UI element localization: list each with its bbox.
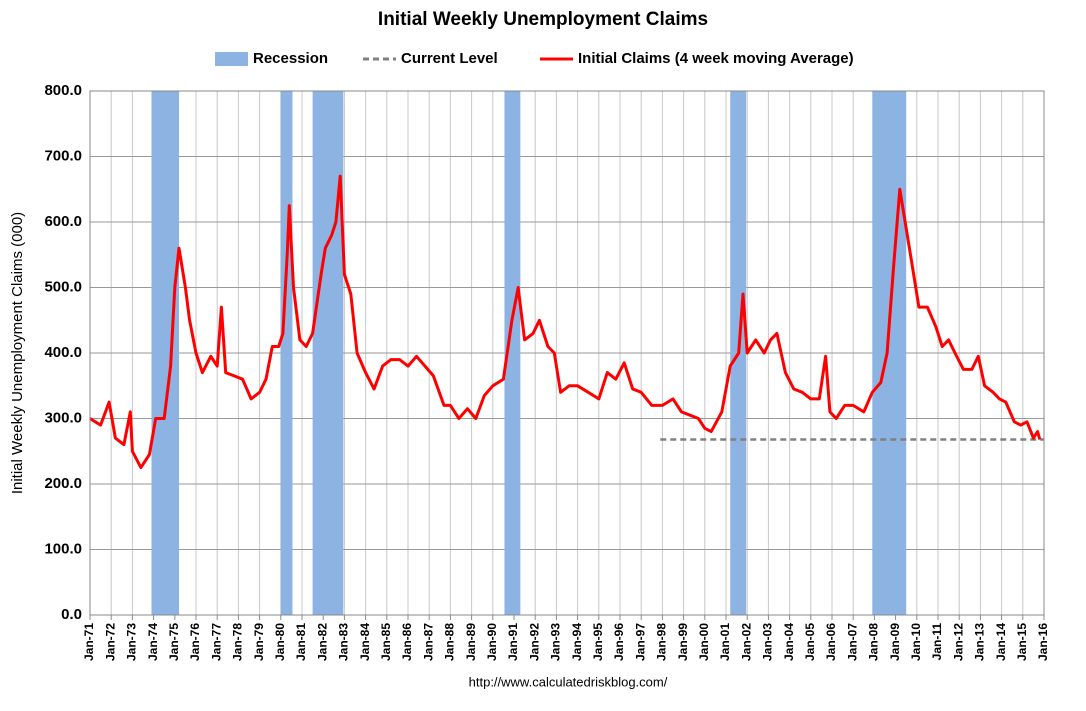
x-tick-label: Jan-92	[527, 623, 541, 661]
legend-label: Recession	[253, 50, 328, 67]
x-tick-label: Jan-79	[252, 623, 266, 661]
x-tick-label: Jan-09	[888, 623, 902, 661]
x-tick-label: Jan-77	[209, 623, 223, 661]
x-tick-label: Jan-75	[167, 623, 181, 661]
x-tick-label: Jan-82	[315, 623, 329, 661]
y-tick-label: 500.0	[44, 278, 82, 295]
y-tick-label: 700.0	[44, 147, 82, 164]
x-tick-label: Jan-89	[464, 623, 478, 661]
x-tick-label: Jan-86	[400, 623, 414, 661]
x-tick-label: Jan-97	[633, 623, 647, 661]
x-tick-label: Jan-73	[125, 623, 139, 661]
y-tick-label: 200.0	[44, 475, 82, 492]
recession-band	[312, 91, 344, 615]
x-tick-label: Jan-88	[443, 623, 457, 661]
x-tick-label: Jan-72	[103, 623, 117, 661]
source-note: http://www.calculatedriskblog.com/	[469, 674, 668, 689]
x-tick-label: Jan-71	[82, 623, 96, 661]
x-tick-label: Jan-93	[549, 623, 563, 661]
x-tick-label: Jan-95	[591, 623, 605, 661]
x-tick-label: Jan-81	[294, 623, 308, 661]
chart-title: Initial Weekly Unemployment Claims	[378, 9, 708, 30]
x-tick-label: Jan-00	[697, 623, 711, 661]
plot-border	[89, 90, 1045, 616]
x-tick-label: Jan-83	[337, 623, 351, 661]
x-tick-label: Jan-02	[739, 623, 753, 661]
x-tick-label: Jan-04	[782, 623, 796, 661]
x-tick-label: Jan-08	[867, 623, 881, 661]
x-tick-label: Jan-16	[1036, 623, 1050, 661]
x-tick-label: Jan-03	[761, 623, 775, 661]
y-tick-label: 100.0	[44, 540, 82, 557]
x-tick-label: Jan-84	[358, 623, 372, 661]
x-tick-label: Jan-74	[146, 623, 160, 661]
x-tick-label: Jan-11	[930, 623, 944, 661]
x-tick-label: Jan-85	[379, 623, 393, 661]
x-tick-label: Jan-05	[803, 623, 817, 661]
x-tick-label: Jan-96	[612, 623, 626, 661]
x-tick-label: Jan-76	[188, 623, 202, 661]
y-tick-label: 600.0	[44, 213, 82, 230]
recession-band	[280, 91, 293, 615]
x-tick-label: Jan-99	[676, 623, 690, 661]
x-tick-label: Jan-01	[718, 623, 732, 661]
claims-line	[89, 174, 1042, 470]
y-axis-label: Initial Weekly Unemployment Claims (000)	[9, 212, 26, 494]
y-tick-label: 400.0	[44, 344, 82, 361]
x-tick-label: Jan-12	[951, 623, 965, 661]
legend-swatch-recession	[215, 52, 248, 66]
x-tick-label: Jan-06	[824, 623, 838, 661]
legend-label: Current Level	[401, 50, 498, 67]
x-tick-label: Jan-91	[506, 623, 520, 661]
legend-label: Initial Claims (4 week moving Average)	[578, 50, 854, 67]
x-tick-label: Jan-90	[485, 623, 499, 661]
x-tick-label: Jan-13	[973, 623, 987, 661]
x-tick-label: Jan-10	[909, 623, 923, 661]
y-tick-label: 0.0	[61, 606, 82, 623]
x-tick-label: Jan-94	[570, 623, 584, 661]
x-tick-label: Jan-15	[1015, 623, 1029, 661]
x-tick-label: Jan-07	[845, 623, 859, 661]
x-tick-label: Jan-80	[273, 623, 287, 661]
y-tick-label: 800.0	[44, 82, 82, 99]
x-tick-label: Jan-78	[231, 623, 245, 661]
recession-band	[151, 91, 180, 615]
y-tick-label: 300.0	[44, 409, 82, 426]
x-tick-label: Jan-87	[421, 623, 435, 661]
recession-band	[504, 91, 521, 615]
x-tick-label: Jan-14	[994, 623, 1008, 661]
x-tick-label: Jan-98	[655, 623, 669, 661]
recession-band	[872, 91, 907, 615]
